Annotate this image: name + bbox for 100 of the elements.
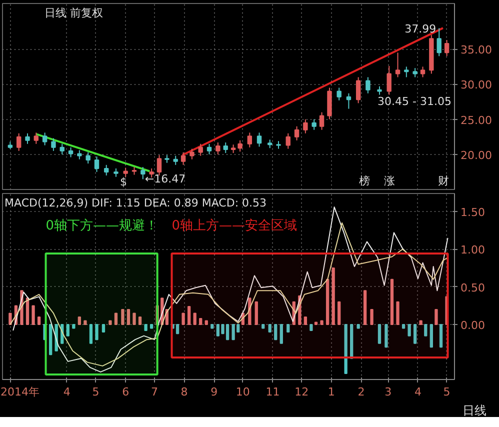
bar bbox=[89, 324, 93, 344]
candlestick bbox=[247, 132, 252, 148]
y-tick-label: 20.00 bbox=[460, 148, 492, 162]
candlestick bbox=[123, 167, 128, 178]
bar bbox=[114, 312, 118, 326]
candlestick bbox=[444, 40, 450, 57]
x-tick-label: 4 bbox=[414, 386, 422, 398]
bar bbox=[413, 324, 417, 344]
candlestick bbox=[346, 92, 352, 110]
bar bbox=[268, 324, 272, 333]
candlestick bbox=[173, 155, 178, 166]
bar bbox=[138, 316, 142, 326]
x-tick-label: 9 bbox=[210, 386, 218, 398]
bar bbox=[430, 324, 433, 348]
x-tick-label: 10 bbox=[236, 386, 250, 398]
x-axis-title: 日线 bbox=[462, 404, 486, 418]
candlestick bbox=[25, 132, 30, 144]
bar bbox=[419, 320, 422, 326]
candlestick bbox=[404, 66, 409, 78]
x-tick-label: 4 bbox=[63, 386, 70, 398]
bar bbox=[132, 312, 136, 326]
candlestick bbox=[312, 118, 316, 130]
candlestick bbox=[94, 156, 100, 172]
bar bbox=[396, 301, 400, 326]
x-tick-label: 6 bbox=[122, 386, 130, 398]
x-tick-label: 2014年 bbox=[0, 386, 40, 398]
annotation: 榜 bbox=[359, 174, 370, 188]
bar bbox=[254, 301, 258, 326]
candlestick bbox=[386, 65, 392, 96]
candlestick bbox=[395, 52, 400, 78]
bar bbox=[66, 324, 70, 336]
bar bbox=[8, 312, 12, 326]
candlestick bbox=[68, 146, 74, 158]
x-tick-label: 2 bbox=[358, 386, 365, 398]
bar bbox=[320, 320, 324, 326]
candlestick bbox=[156, 154, 162, 176]
candlestick bbox=[366, 76, 370, 94]
bar bbox=[384, 324, 388, 348]
bar bbox=[26, 298, 30, 326]
candlestick bbox=[238, 140, 242, 152]
bar bbox=[370, 308, 374, 326]
candlestick bbox=[42, 132, 48, 146]
candlestick bbox=[256, 132, 262, 148]
bar bbox=[424, 324, 428, 336]
x-tick-label: 5 bbox=[443, 386, 450, 398]
candlestick bbox=[286, 132, 290, 150]
bar bbox=[402, 324, 406, 329]
bar bbox=[304, 316, 308, 326]
bar bbox=[49, 324, 52, 356]
y-tick-label: 35.00 bbox=[460, 44, 492, 57]
bar bbox=[310, 324, 313, 332]
candlestick bbox=[303, 118, 308, 134]
band-label: 0轴下方——规避！ bbox=[46, 218, 158, 234]
bar bbox=[280, 324, 283, 344]
bar bbox=[338, 301, 341, 326]
x-tick-label: 8 bbox=[180, 386, 188, 398]
bar bbox=[126, 308, 130, 326]
bar bbox=[108, 320, 112, 326]
y-tick-label: 1.50 bbox=[460, 206, 485, 220]
bar bbox=[378, 324, 382, 344]
bar bbox=[439, 324, 443, 348]
bar bbox=[37, 316, 41, 326]
bar bbox=[445, 296, 448, 326]
candlestick bbox=[51, 138, 56, 152]
candlestick bbox=[216, 142, 220, 155]
candlestick bbox=[319, 112, 324, 130]
candlestick bbox=[336, 87, 342, 101]
bar bbox=[363, 290, 367, 326]
y-tick-label: 30.00 bbox=[460, 78, 492, 92]
candlestick bbox=[436, 28, 442, 57]
bar bbox=[72, 324, 76, 329]
y-tick-label: 1.00 bbox=[460, 244, 485, 257]
bar bbox=[390, 278, 394, 326]
bar bbox=[262, 324, 265, 329]
annotation: MACD(12,26,9) DIF: 1.15 DEA: 0.89 MACD: 0.53 bbox=[4, 196, 267, 210]
bar bbox=[43, 324, 46, 340]
bar bbox=[314, 322, 318, 326]
candlestick bbox=[180, 152, 186, 166]
chart-title: 日线 前复权 bbox=[44, 6, 103, 20]
bar bbox=[434, 308, 438, 326]
candlestick bbox=[198, 143, 203, 156]
annotation: 财 bbox=[438, 174, 449, 188]
bar bbox=[199, 318, 202, 326]
candlestick bbox=[104, 164, 109, 176]
annotation: ←16.47 bbox=[144, 172, 186, 186]
candlestick bbox=[223, 142, 228, 154]
bar bbox=[95, 324, 98, 340]
y-tick-label: 25.00 bbox=[460, 114, 492, 127]
annotation: 37.99 bbox=[404, 22, 436, 36]
candlestick bbox=[140, 166, 146, 180]
bar bbox=[187, 306, 191, 326]
bar bbox=[144, 324, 148, 332]
bar bbox=[84, 320, 87, 326]
x-tick-label: 7 bbox=[150, 386, 158, 398]
candlestick bbox=[420, 66, 426, 78]
bar bbox=[274, 324, 278, 340]
bar bbox=[150, 324, 154, 329]
bar bbox=[286, 324, 290, 333]
annotation: 涨 bbox=[384, 174, 395, 188]
candlestick bbox=[16, 132, 22, 152]
